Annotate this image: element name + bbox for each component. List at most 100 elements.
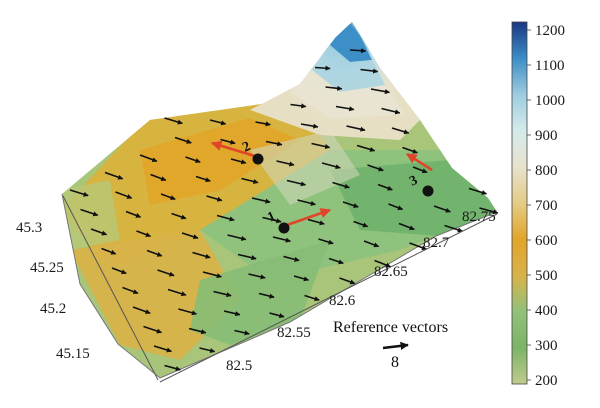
- x-tick-label: 82.5: [226, 358, 252, 374]
- wind-vector: [307, 218, 325, 226]
- colorbar-tick-label: 1200: [535, 23, 565, 39]
- terrain-band-green-east: [330, 160, 497, 236]
- colorbar-tick-label: 500: [535, 268, 558, 284]
- wind-vector: [171, 212, 187, 220]
- wind-vector: [318, 238, 334, 245]
- wind-vector: [311, 142, 331, 150]
- wind-vector: [202, 271, 222, 279]
- y-tick-label: 45.3: [16, 220, 42, 236]
- x-tick-label: 82.7: [423, 235, 450, 251]
- wind-vector: [174, 136, 192, 144]
- station-2-wind-arrow: [211, 140, 259, 159]
- wind-vector: [136, 230, 151, 238]
- reference-vector-label: Reference vectors: [333, 319, 448, 336]
- wind-vector: [157, 269, 175, 277]
- wind-vector: [195, 175, 211, 183]
- reference-vector: Reference vectors 8: [333, 319, 448, 371]
- wind-vector: [325, 85, 343, 91]
- wind-vector: [377, 183, 393, 191]
- wind-vector: [321, 162, 341, 170]
- terrain-band-grey-ridge: [250, 130, 360, 205]
- x-tick-label: 82.75: [462, 209, 496, 225]
- colorbar-ticks: 200 300 400 500 600 700 800 900 1000 1100 1200: [527, 23, 565, 389]
- wind-vector: [185, 156, 201, 164]
- wind-vector: [150, 173, 167, 182]
- colorbar-tick-label: 700: [535, 198, 558, 214]
- wind-vector: [213, 290, 232, 298]
- wind-vector: [412, 166, 428, 174]
- wind-vector: [80, 208, 99, 217]
- station-1-wind-arrow: [286, 208, 331, 227]
- wind-vector: [402, 146, 418, 154]
- wind-vector: [167, 288, 187, 297]
- station-1-marker: [278, 222, 290, 234]
- wind-vector: [248, 273, 266, 280]
- colorbar-tick-label: 1100: [535, 58, 564, 74]
- wind-vector: [409, 242, 427, 251]
- wind-vector: [164, 364, 181, 372]
- wind-vector: [349, 48, 367, 54]
- wind-vector-field: [69, 48, 499, 372]
- wind-vector: [104, 171, 124, 180]
- wind-vector: [234, 329, 250, 336]
- colorbar-tick-label: 600: [535, 233, 558, 249]
- wind-vector: [363, 240, 380, 248]
- wind-vector: [241, 177, 259, 184]
- wind-vector: [209, 119, 227, 126]
- surface-front-edge: [159, 211, 498, 379]
- wind-vector: [251, 197, 271, 204]
- wind-vector: [332, 181, 350, 189]
- wind-vector: [188, 327, 207, 335]
- colorbar: 200 300 400 500 600 700 800 900 1000 1100 1200: [511, 21, 565, 389]
- wind-vector: [101, 247, 117, 255]
- surface-left-edge: [61, 193, 161, 379]
- wind-vector: [328, 257, 344, 265]
- wind-vector: [297, 199, 316, 206]
- wind-vector: [206, 195, 223, 202]
- wind-vector: [216, 214, 235, 222]
- colorbar-tick-label: 1000: [535, 93, 565, 109]
- wind-vector: [115, 191, 133, 199]
- wind-vector: [335, 105, 355, 112]
- wind-vector: [122, 286, 139, 295]
- wind-vector: [342, 201, 359, 208]
- x-tick-label: 82.65: [374, 264, 408, 280]
- wind-vector: [125, 210, 142, 218]
- y-tick-label: 45.25: [30, 260, 64, 276]
- wind-vector: [269, 312, 285, 319]
- wind-vector: [258, 292, 275, 299]
- wind-vector: [255, 121, 271, 127]
- y-tick-label: 45.15: [56, 346, 90, 362]
- wind-vector: [286, 179, 306, 187]
- wind-vector: [178, 308, 197, 316]
- wind-vector: [199, 347, 216, 354]
- wind-vector: [220, 138, 236, 145]
- wind-vector: [360, 68, 379, 74]
- terrain-peak-low: [290, 70, 405, 118]
- terrain-peak-mid: [312, 45, 385, 92]
- wind-vector: [227, 234, 247, 241]
- wind-vector: [304, 294, 320, 302]
- terrain-surface: [61, 22, 498, 379]
- wind-vector: [160, 193, 176, 201]
- colorbar-tick-label: 900: [535, 128, 558, 144]
- wind-vector: [290, 103, 307, 109]
- station-3-wind-arrow: [406, 152, 433, 172]
- wind-vector: [132, 306, 151, 315]
- terrain-band-lightgreen-west: [62, 180, 120, 250]
- colorbar-tick-label: 300: [535, 338, 558, 354]
- y-tick-label: 45.2: [40, 301, 66, 317]
- colorbar-bar: [511, 21, 528, 385]
- wind-vector: [374, 259, 392, 268]
- wind-vector: [276, 160, 295, 167]
- wind-vector: [143, 325, 162, 334]
- wind-vector: [181, 232, 199, 240]
- wind-vector: [353, 220, 369, 228]
- station-2-marker: [252, 153, 264, 165]
- wind-vector: [367, 164, 384, 172]
- wind-vector: [381, 107, 401, 115]
- wind-vector: [479, 207, 499, 215]
- wind-vector: [339, 277, 356, 285]
- wind-vector: [164, 117, 183, 125]
- wind-vector: [444, 224, 463, 233]
